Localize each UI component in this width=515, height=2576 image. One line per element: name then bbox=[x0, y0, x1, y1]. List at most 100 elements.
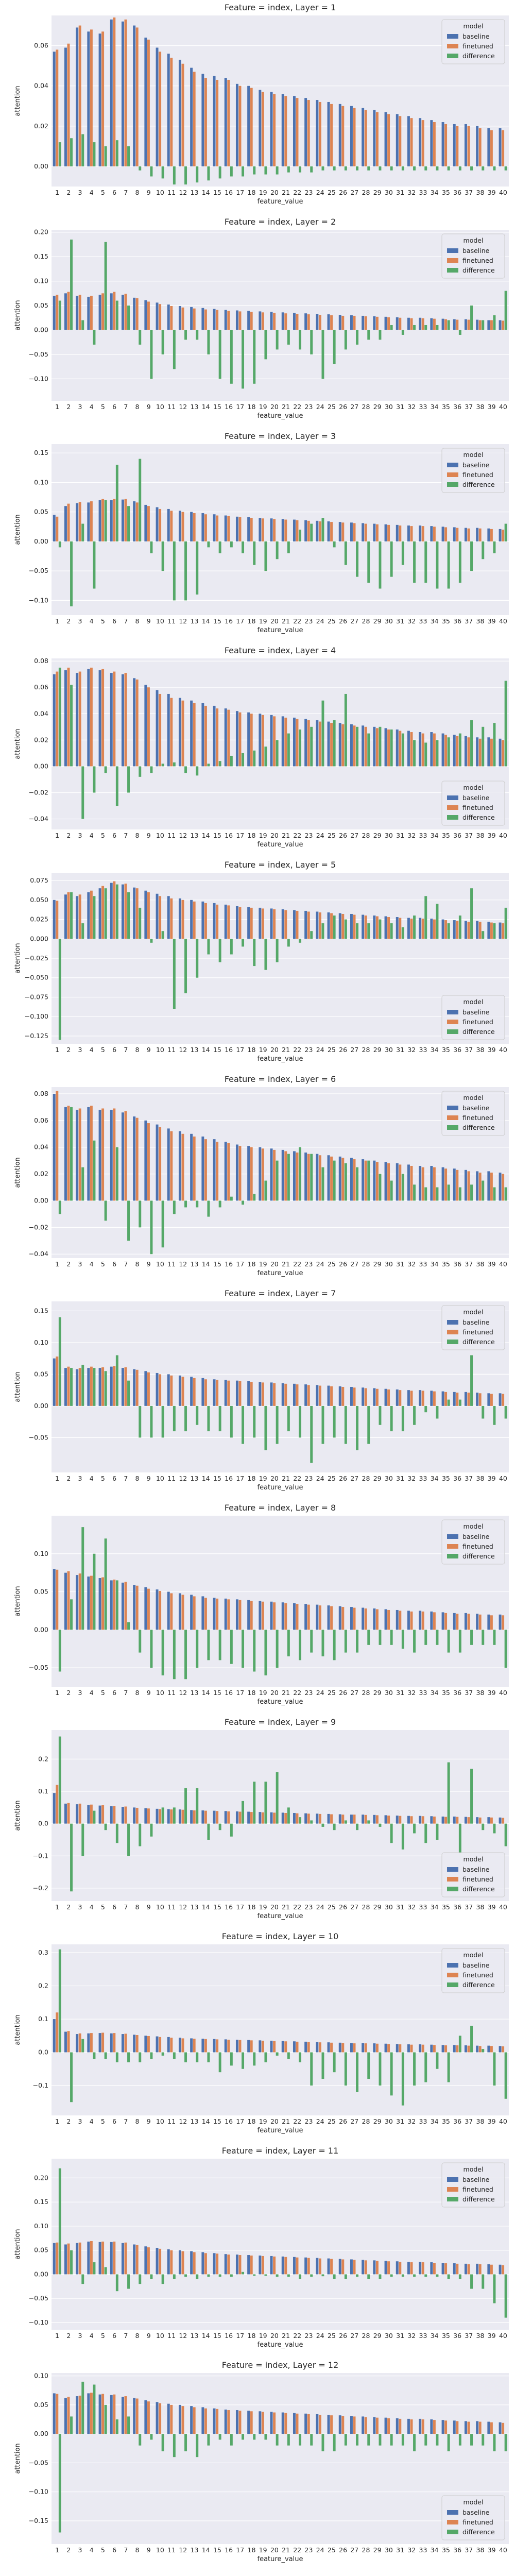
bar-baseline bbox=[338, 104, 341, 166]
x-tick-label: 28 bbox=[362, 403, 370, 411]
bar-finetuned bbox=[502, 2265, 505, 2275]
x-tick-label: 34 bbox=[431, 1903, 439, 1911]
bar-baseline bbox=[178, 698, 181, 767]
bar-difference bbox=[356, 2052, 359, 2092]
bar-baseline bbox=[259, 2255, 262, 2275]
bar-difference bbox=[207, 1823, 210, 1840]
x-tick-label: 28 bbox=[362, 1689, 370, 1697]
bar-finetuned bbox=[170, 2038, 173, 2053]
x-tick-label: 22 bbox=[293, 2546, 301, 2554]
bar-baseline bbox=[293, 910, 296, 939]
x-tick-label: 25 bbox=[328, 1260, 336, 1268]
bar-baseline bbox=[156, 507, 159, 541]
bar-finetuned bbox=[375, 1815, 379, 1824]
legend-swatch-baseline bbox=[447, 1320, 458, 1325]
bar-difference bbox=[70, 138, 73, 166]
x-tick-label: 25 bbox=[328, 2332, 336, 2340]
x-tick-label: 28 bbox=[362, 2546, 370, 2554]
bar-baseline bbox=[235, 83, 238, 166]
bar-finetuned bbox=[181, 900, 184, 939]
y-tick-label: 0.15 bbox=[34, 1307, 48, 1314]
bar-finetuned bbox=[375, 2043, 379, 2053]
bar-finetuned bbox=[261, 2256, 264, 2275]
bar-difference bbox=[276, 541, 279, 560]
bar-difference bbox=[321, 923, 324, 939]
bar-difference bbox=[390, 729, 393, 767]
bar-baseline bbox=[453, 527, 456, 541]
x-tick-label: 3 bbox=[78, 403, 82, 411]
bar-baseline bbox=[384, 1815, 387, 1824]
bar-difference bbox=[276, 1405, 279, 1444]
bar-difference bbox=[482, 1630, 485, 1645]
bar-difference bbox=[184, 1200, 187, 1208]
bar-baseline bbox=[362, 2260, 365, 2275]
bar-difference bbox=[493, 923, 496, 939]
bar-difference bbox=[70, 541, 73, 606]
bar-baseline bbox=[338, 1606, 341, 1630]
bar-difference bbox=[93, 541, 96, 589]
y-tick-label: 0.10 bbox=[34, 1338, 48, 1346]
y-tick-label: 0.00 bbox=[34, 1625, 48, 1633]
y-tick-label: −0.05 bbox=[29, 567, 48, 574]
bar-baseline bbox=[396, 317, 399, 330]
x-tick-label: 24 bbox=[316, 1475, 324, 1482]
bar-baseline bbox=[281, 1812, 284, 1824]
bar-baseline bbox=[384, 2043, 387, 2053]
bar-finetuned bbox=[296, 2413, 299, 2434]
bar-baseline bbox=[110, 883, 113, 939]
bar-difference bbox=[93, 142, 96, 166]
bar-baseline bbox=[98, 1805, 101, 1824]
x-tick-label: 5 bbox=[101, 1475, 105, 1482]
bar-finetuned bbox=[238, 311, 242, 330]
bar-finetuned bbox=[227, 1143, 230, 1201]
x-tick-label: 10 bbox=[156, 2546, 164, 2554]
x-tick-label: 12 bbox=[179, 403, 187, 411]
bar-difference bbox=[390, 166, 393, 171]
x-tick-label: 35 bbox=[442, 1046, 450, 1054]
bar-baseline bbox=[87, 1107, 90, 1201]
x-tick-label: 36 bbox=[453, 617, 461, 625]
y-tick-label: 0.1 bbox=[38, 2015, 48, 2023]
bar-difference bbox=[413, 1405, 416, 1425]
bar-difference bbox=[470, 2025, 473, 2053]
bar-baseline bbox=[167, 2249, 170, 2275]
bar-difference bbox=[127, 2416, 130, 2434]
bar-baseline bbox=[98, 888, 101, 939]
bar-baseline bbox=[53, 296, 56, 330]
bar-difference bbox=[115, 1355, 118, 1406]
bar-difference bbox=[458, 1399, 461, 1406]
bar-baseline bbox=[190, 67, 193, 166]
bar-baseline bbox=[213, 705, 216, 767]
bar-finetuned bbox=[204, 514, 207, 541]
x-tick-label: 39 bbox=[488, 403, 496, 411]
legend-title: model bbox=[464, 1855, 484, 1863]
bar-difference bbox=[58, 1949, 61, 2053]
x-tick-label: 12 bbox=[179, 2332, 187, 2340]
x-tick-label: 20 bbox=[270, 1046, 279, 1054]
bar-difference bbox=[242, 1200, 245, 1205]
bar-baseline bbox=[499, 738, 502, 767]
bar-finetuned bbox=[502, 1394, 505, 1406]
x-tick-label: 24 bbox=[316, 2117, 324, 2125]
bar-difference bbox=[367, 733, 370, 767]
bar-finetuned bbox=[193, 1596, 196, 1630]
x-tick-label: 23 bbox=[305, 2332, 313, 2340]
bar-baseline bbox=[327, 314, 330, 330]
bar-baseline bbox=[270, 1812, 273, 1824]
x-tick-label: 6 bbox=[112, 617, 116, 625]
x-tick-label: 4 bbox=[90, 1475, 94, 1482]
bar-difference bbox=[253, 1630, 256, 1672]
bar-finetuned bbox=[56, 1091, 59, 1201]
legend-entry: baseline bbox=[462, 461, 490, 469]
x-tick-label: 26 bbox=[339, 832, 347, 839]
bar-difference bbox=[150, 541, 153, 553]
bar-baseline bbox=[190, 1133, 193, 1201]
y-tick-label: 0.20 bbox=[34, 2174, 48, 2181]
x-tick-label: 38 bbox=[476, 1046, 485, 1054]
bar-baseline bbox=[270, 92, 273, 166]
bar-finetuned bbox=[170, 306, 173, 330]
bar-baseline bbox=[464, 2421, 467, 2434]
bar-difference bbox=[230, 330, 233, 384]
legend-entry: finetuned bbox=[462, 2518, 493, 2526]
